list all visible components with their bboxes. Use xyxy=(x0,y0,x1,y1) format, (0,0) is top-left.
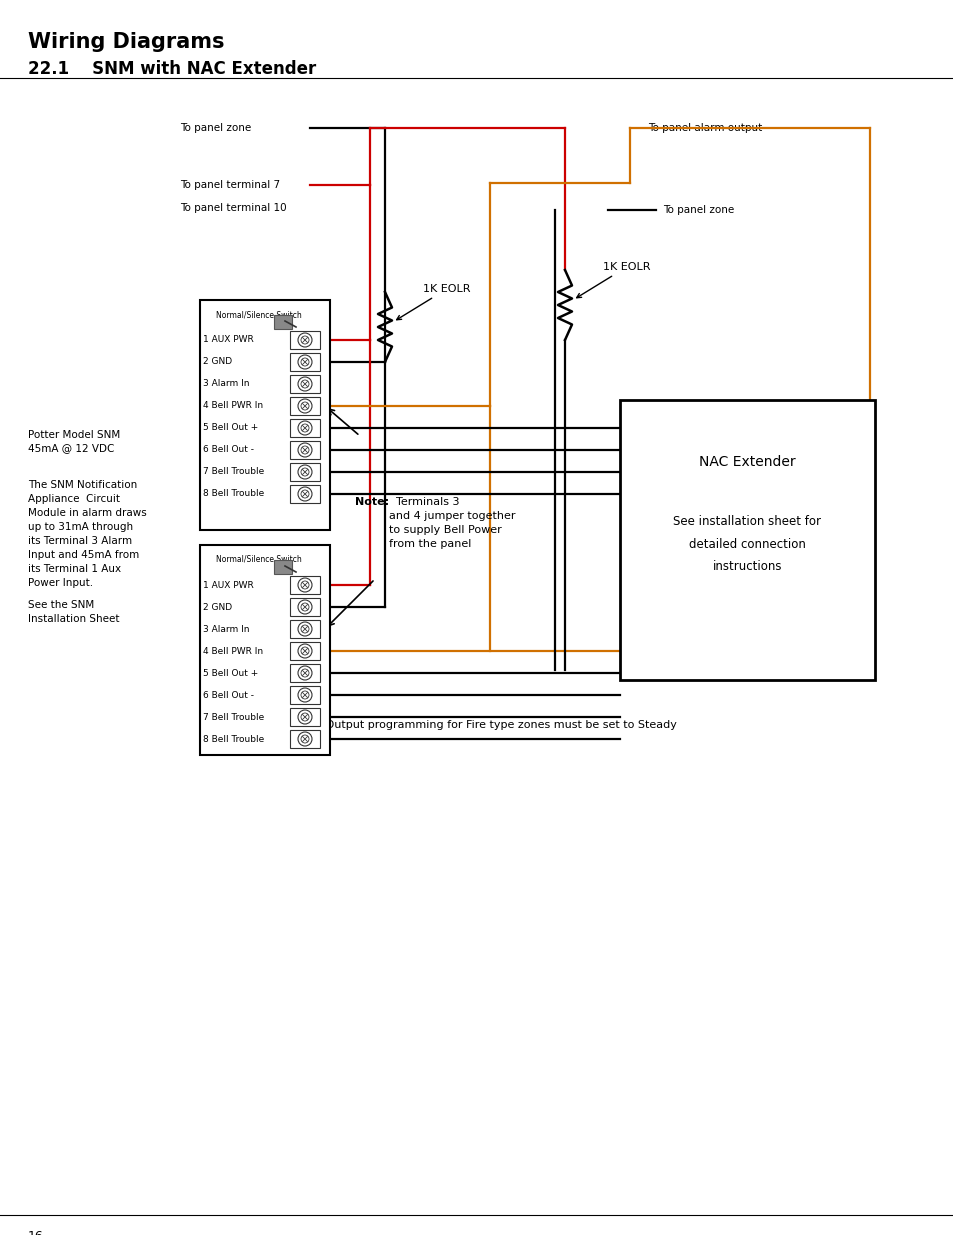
Circle shape xyxy=(301,336,309,345)
Text: The Bell Output programming for Fire type zones must be set to Steady: The Bell Output programming for Fire typ… xyxy=(276,720,677,730)
Circle shape xyxy=(297,666,312,680)
Text: instructions: instructions xyxy=(712,559,781,573)
Text: 1 AUX PWR: 1 AUX PWR xyxy=(203,580,253,589)
Circle shape xyxy=(297,600,312,614)
Bar xyxy=(290,353,319,370)
Circle shape xyxy=(301,446,309,454)
Circle shape xyxy=(301,625,309,634)
Text: detailed connection: detailed connection xyxy=(688,538,805,551)
Text: To panel alarm output: To panel alarm output xyxy=(647,124,761,133)
Text: 7 Bell Trouble: 7 Bell Trouble xyxy=(203,713,264,721)
Text: The SNM Notification
Appliance  Circuit
Module in alarm draws
up to 31mA through: The SNM Notification Appliance Circuit M… xyxy=(28,480,147,588)
Circle shape xyxy=(297,710,312,724)
Text: See the SNM
Installation Sheet: See the SNM Installation Sheet xyxy=(28,600,119,624)
Text: 22.1    SNM with NAC Extender: 22.1 SNM with NAC Extender xyxy=(28,61,315,78)
Bar xyxy=(290,463,319,480)
Circle shape xyxy=(297,466,312,479)
Text: 4 Bell PWR In: 4 Bell PWR In xyxy=(203,646,263,656)
Bar xyxy=(290,331,319,350)
Text: 2 GND: 2 GND xyxy=(203,603,232,611)
Text: To panel terminal 7: To panel terminal 7 xyxy=(180,180,280,190)
Circle shape xyxy=(301,669,309,677)
Circle shape xyxy=(301,713,309,721)
Circle shape xyxy=(297,377,312,391)
Circle shape xyxy=(301,380,309,388)
Circle shape xyxy=(301,358,309,366)
Text: Normal/Silence Switch: Normal/Silence Switch xyxy=(216,310,301,319)
Text: Wiring Diagrams: Wiring Diagrams xyxy=(28,32,224,52)
Bar xyxy=(290,419,319,437)
Text: 16: 16 xyxy=(28,1230,44,1235)
Bar xyxy=(290,664,319,682)
Text: 5 Bell Out +: 5 Bell Out + xyxy=(203,424,258,432)
Bar xyxy=(290,396,319,415)
Bar xyxy=(290,485,319,503)
Bar xyxy=(619,400,874,680)
Circle shape xyxy=(297,643,312,658)
Text: 6 Bell Out -: 6 Bell Out - xyxy=(203,690,253,699)
Bar xyxy=(290,730,319,748)
Bar xyxy=(290,598,319,616)
Circle shape xyxy=(297,688,312,701)
Text: To panel zone: To panel zone xyxy=(662,205,734,215)
Circle shape xyxy=(301,468,309,475)
Circle shape xyxy=(301,603,309,611)
Text: Normal/Silence Switch: Normal/Silence Switch xyxy=(216,555,301,564)
Text: 2 GND: 2 GND xyxy=(203,357,232,367)
Text: 4 Bell PWR In: 4 Bell PWR In xyxy=(203,401,263,410)
Circle shape xyxy=(297,487,312,501)
Circle shape xyxy=(301,424,309,432)
Circle shape xyxy=(297,354,312,369)
Text: 8 Bell Trouble: 8 Bell Trouble xyxy=(203,735,264,743)
Bar xyxy=(274,315,292,329)
Circle shape xyxy=(301,647,309,655)
Circle shape xyxy=(297,732,312,746)
Text: 1K EOLR: 1K EOLR xyxy=(396,284,470,320)
Bar xyxy=(290,685,319,704)
Circle shape xyxy=(297,421,312,435)
Bar xyxy=(274,559,292,574)
Text: 8 Bell Trouble: 8 Bell Trouble xyxy=(203,489,264,499)
Text: 1K EOLR: 1K EOLR xyxy=(576,262,650,298)
Bar xyxy=(290,620,319,638)
Text: Terminals 3
and 4 jumper together
to supply Bell Power
from the panel: Terminals 3 and 4 jumper together to sup… xyxy=(389,496,515,550)
Circle shape xyxy=(297,333,312,347)
Circle shape xyxy=(301,692,309,699)
Bar xyxy=(290,708,319,726)
Text: To panel zone: To panel zone xyxy=(180,124,251,133)
Text: 1 AUX PWR: 1 AUX PWR xyxy=(203,336,253,345)
Text: See installation sheet for: See installation sheet for xyxy=(673,515,821,529)
Circle shape xyxy=(297,622,312,636)
Bar xyxy=(290,642,319,659)
Circle shape xyxy=(297,399,312,412)
Bar xyxy=(290,576,319,594)
Text: 6 Bell Out -: 6 Bell Out - xyxy=(203,446,253,454)
Bar xyxy=(290,375,319,393)
Circle shape xyxy=(301,403,309,410)
Circle shape xyxy=(301,580,309,589)
Text: 3 Alarm In: 3 Alarm In xyxy=(203,625,250,634)
Circle shape xyxy=(297,443,312,457)
Circle shape xyxy=(301,490,309,498)
Text: 3 Alarm In: 3 Alarm In xyxy=(203,379,250,389)
Circle shape xyxy=(301,735,309,743)
Bar xyxy=(200,300,330,530)
Text: NAC Extender: NAC Extender xyxy=(699,454,795,469)
Bar xyxy=(200,545,330,755)
Text: 5 Bell Out +: 5 Bell Out + xyxy=(203,668,258,678)
Text: 7 Bell Trouble: 7 Bell Trouble xyxy=(203,468,264,477)
Text: Potter Model SNM
45mA @ 12 VDC: Potter Model SNM 45mA @ 12 VDC xyxy=(28,430,120,453)
Bar xyxy=(290,441,319,459)
Text: Note:: Note: xyxy=(355,496,389,508)
Circle shape xyxy=(297,578,312,592)
Text: To panel terminal 10: To panel terminal 10 xyxy=(180,203,286,212)
